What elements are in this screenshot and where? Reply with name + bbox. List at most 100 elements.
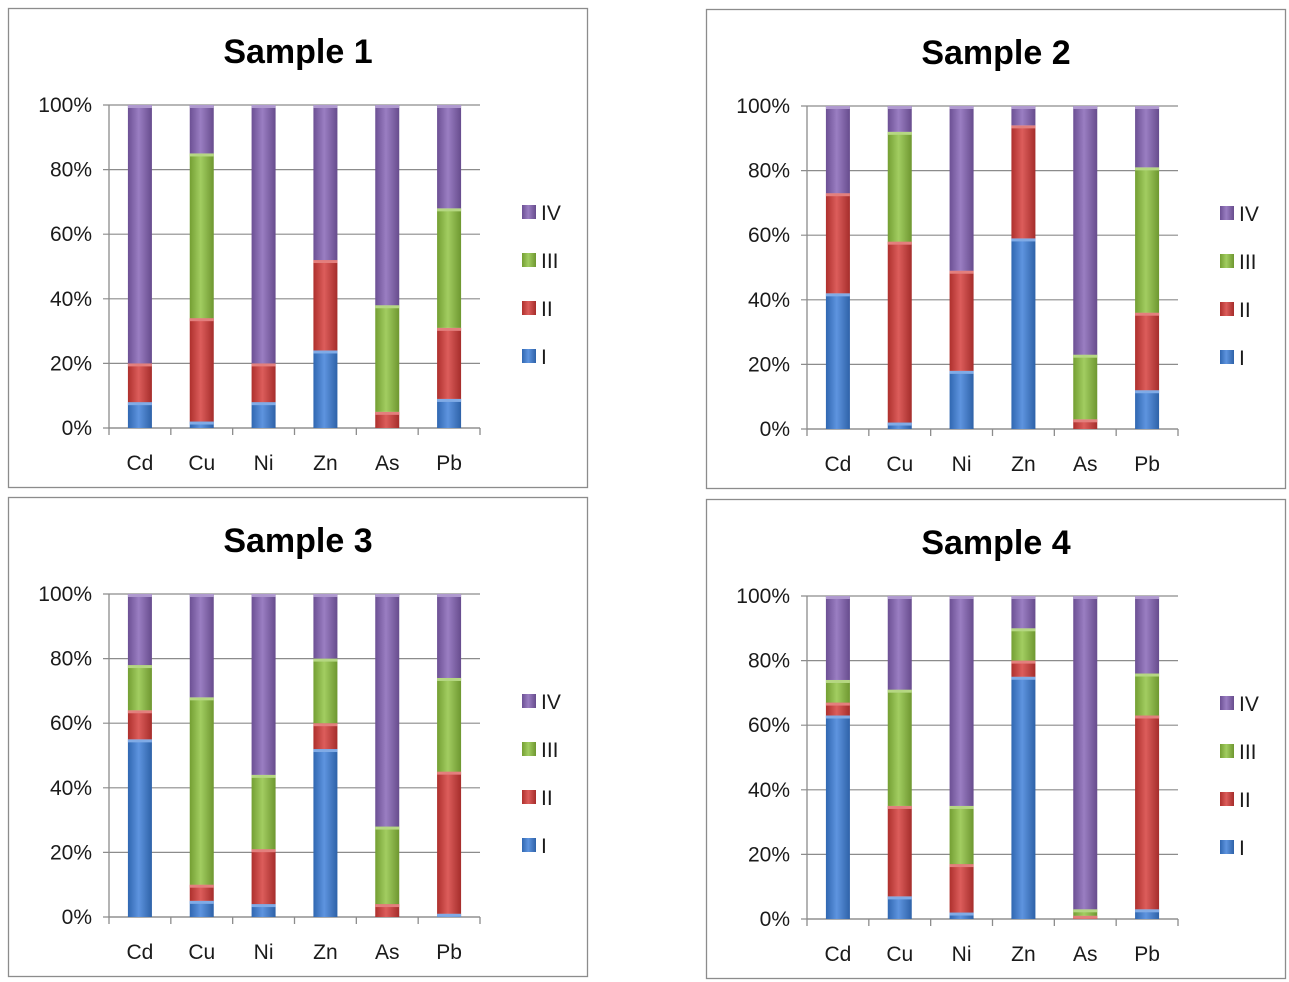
y-tick-label: 0% — [62, 417, 92, 440]
bar-segment-highlight — [949, 270, 974, 274]
y-tick-label: 80% — [50, 159, 92, 182]
bar-segment-as-series-ii — [375, 411, 400, 428]
bar-segment-highlight — [949, 805, 974, 809]
bar-segment-ni-series-i — [251, 904, 276, 917]
bar-segment-highlight — [825, 715, 850, 719]
y-tick-label: 100% — [736, 95, 790, 118]
bar-segment-cu-series-iv — [189, 105, 214, 154]
legend-swatch-iv — [522, 205, 536, 219]
bar-segment-highlight — [127, 402, 152, 406]
bar-segment-highlight — [1073, 915, 1098, 919]
bar-segment-pb-series-iv — [1135, 106, 1160, 168]
bar-segment-highlight — [375, 826, 400, 830]
y-tick-label: 100% — [38, 94, 92, 117]
bar-segment-highlight — [1073, 596, 1098, 599]
legend-label-iii: III — [541, 739, 559, 762]
bar-segment-cu-series-ii — [887, 241, 912, 423]
bar-segment-zn-series-ii — [1011, 125, 1036, 239]
bar-segment-zn-series-i — [313, 350, 338, 428]
bar-segment-zn-series-i — [1011, 676, 1036, 919]
bar-segment-cd-series-i — [825, 715, 850, 919]
bar-segment-ni-series-iii — [949, 805, 974, 865]
legend-swatch-ii — [522, 301, 536, 315]
x-tick-label-ni: Ni — [952, 943, 972, 966]
bar-segment-ni-series-iv — [949, 596, 974, 806]
legend-label-i: I — [1239, 837, 1245, 860]
bar-segment-highlight — [127, 739, 152, 743]
bar-segment-cu-series-iv — [189, 594, 214, 698]
bar-segment-highlight — [1073, 354, 1098, 358]
bar-segment-highlight — [1073, 106, 1098, 109]
bar-segment-pb-series-ii — [437, 771, 462, 914]
bar-segment-zn-series-ii — [1011, 660, 1036, 677]
bar-segment-highlight — [127, 105, 152, 108]
x-tick-label-cu: Cu — [886, 453, 913, 476]
bar-segment-ni-series-ii — [949, 270, 974, 371]
y-tick-label: 60% — [50, 223, 92, 246]
bar-segment-highlight — [189, 105, 214, 108]
bar-segment-highlight — [251, 774, 276, 778]
bar-segment-highlight — [1135, 106, 1160, 109]
legend-label-iii: III — [1239, 251, 1257, 274]
bar-segment-highlight — [949, 106, 974, 109]
x-tick-label-as: As — [375, 452, 400, 475]
bar-segment-highlight — [189, 318, 214, 322]
chart-title: Sample 1 — [223, 33, 372, 71]
bar-segment-pb-series-iv — [437, 594, 462, 678]
chart-panel-sample-1: Sample 1 0% 20% 40% 60% 80% 100% Cd Cu Ni Zn As Pb IV… — [7, 7, 589, 489]
bar-segment-highlight — [127, 363, 152, 367]
bar-segment-highlight — [1011, 660, 1036, 664]
bar-segment-as-series-iv — [375, 105, 400, 306]
x-tick-label-zn: Zn — [1011, 943, 1036, 966]
chart-frame — [705, 8, 1287, 490]
bar-segment-cu-series-iii — [887, 689, 912, 806]
bar-segment-cu-series-ii — [189, 884, 214, 901]
legend-swatch-i — [522, 838, 536, 852]
bar-segment-ni-series-iv — [251, 594, 276, 775]
chart-title: Sample 2 — [921, 34, 1070, 72]
bar-segment-zn-series-iii — [1011, 628, 1036, 661]
bar-segment-highlight — [313, 350, 338, 354]
x-tick-label-as: As — [1073, 453, 1098, 476]
bar-segment-highlight — [127, 665, 152, 669]
bar-segment-cd-series-iv — [825, 596, 850, 680]
y-tick-label: 100% — [736, 585, 790, 608]
bar-segment-as-series-iii — [1073, 909, 1098, 916]
x-tick-label-cd: Cd — [126, 941, 153, 964]
bar-segment-highlight — [313, 749, 338, 753]
bar-segment-cu-series-iii — [189, 697, 214, 885]
bar-segment-zn-series-i — [313, 749, 338, 917]
bar-segment-as-series-iv — [375, 594, 400, 827]
bar-segment-highlight — [437, 594, 462, 597]
chart-frame — [7, 7, 589, 489]
bar-segment-highlight — [251, 402, 276, 406]
x-tick-label-zn: Zn — [313, 452, 338, 475]
bar-segment-as-series-iii — [375, 826, 400, 905]
legend-swatch-i — [1220, 840, 1234, 854]
legend-label-iv: IV — [1239, 203, 1259, 226]
bar-segment-highlight — [1011, 238, 1036, 242]
legend-label-iv: IV — [541, 691, 561, 714]
bar-segment-highlight — [189, 421, 214, 425]
y-tick-label: 0% — [760, 908, 790, 931]
bar-segment-highlight — [1011, 106, 1036, 109]
x-tick-label-pb: Pb — [1134, 943, 1160, 966]
chart-svg: Sample 3 0% 20% 40% 60% 80% 100% Cd Cu Ni Zn As Pb IV… — [7, 496, 589, 978]
chart-panel-sample-4: Sample 4 0% 20% 40% 60% 80% 100% Cd Cu Ni Zn As Pb IV… — [705, 498, 1287, 980]
bar-segment-highlight — [189, 884, 214, 888]
bar-segment-highlight — [825, 596, 850, 599]
bar-segment-ni-series-ii — [251, 363, 276, 403]
y-tick-label: 60% — [748, 714, 790, 737]
chart-svg: Sample 2 0% 20% 40% 60% 80% 100% Cd Cu Ni Zn As Pb IV… — [705, 8, 1287, 490]
bar-segment-cd-series-iii — [825, 679, 850, 703]
legend-label-ii: II — [541, 298, 553, 321]
legend-label-ii: II — [1239, 299, 1251, 322]
bar-segment-highlight — [251, 363, 276, 367]
bar-segment-pb-series-ii — [1135, 312, 1160, 391]
bar-segment-highlight — [437, 771, 462, 775]
bar-segment-highlight — [1011, 676, 1036, 680]
bar-segment-highlight — [127, 710, 152, 714]
bar-segment-ni-series-i — [949, 912, 974, 919]
bar-segment-zn-series-iv — [313, 594, 338, 659]
bar-segment-cd-series-iii — [127, 665, 152, 711]
